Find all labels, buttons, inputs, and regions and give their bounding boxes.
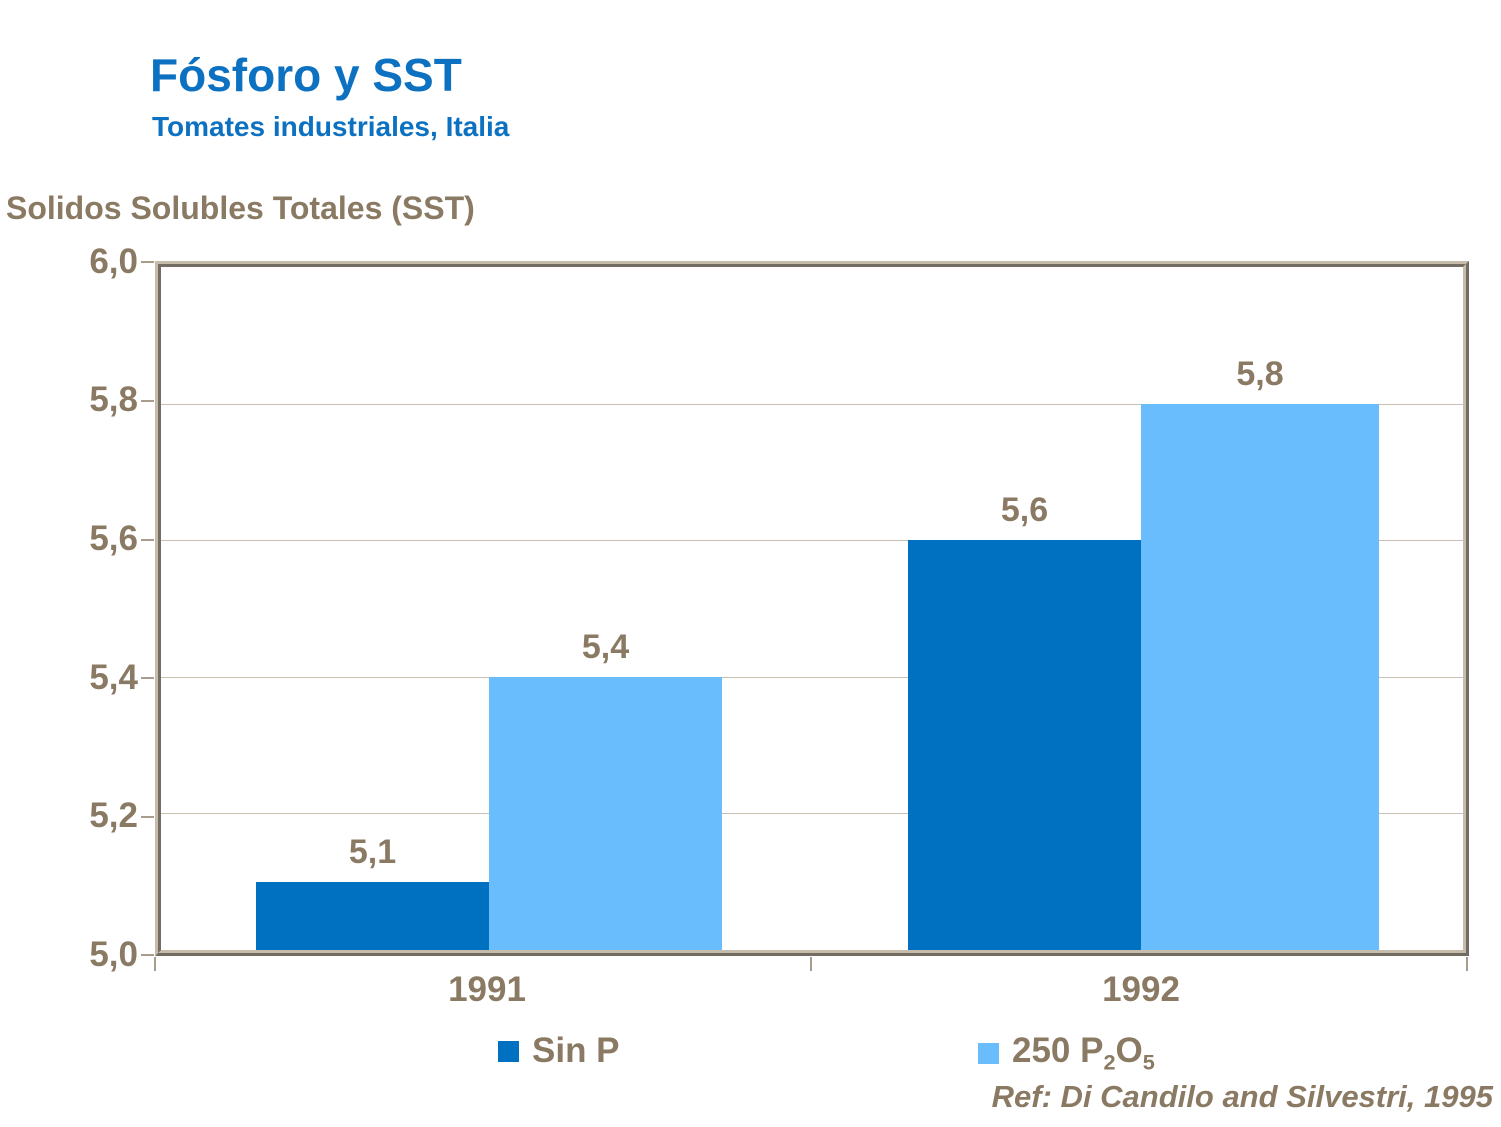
plot-area: 5,1 5,4 5,6 5,8 <box>155 261 1469 956</box>
reference-citation: Ref: Di Candilo and Silvestri, 1995 <box>991 1079 1493 1114</box>
y-tick-mark <box>141 677 154 679</box>
y-tick-label-5-4: 5,4 <box>89 658 138 697</box>
y-tick-label-6-0: 6,0 <box>89 242 138 281</box>
x-tick-mark <box>154 957 156 971</box>
x-tick-mark <box>1466 957 1468 971</box>
bar-sin-p-1991: 5,1 <box>256 833 489 950</box>
y-tick-mark <box>141 539 154 541</box>
bar-value-label: 5,1 <box>348 832 397 871</box>
bar-250-p2o5-1991: 5,4 <box>489 628 722 950</box>
x-category-label-1991: 1991 <box>448 970 526 1009</box>
gridline <box>161 676 1463 678</box>
legend-label-sin-p: Sin P <box>532 1031 620 1070</box>
legend-swatch-sin-p <box>498 1040 519 1062</box>
x-tick-mark <box>810 957 812 971</box>
legend-item-250-p2o5: 250 P2O5 <box>978 1031 1155 1076</box>
x-category-label-1992: 1992 <box>1102 970 1180 1009</box>
bar-sin-p-1992: 5,6 <box>908 491 1141 950</box>
chart-title: Fósforo y SST <box>150 49 462 101</box>
y-tick-label-5-6: 5,6 <box>89 519 138 558</box>
legend-label-250-p2o5: 250 P2O5 <box>1012 1031 1155 1075</box>
bar-value-label: 5,6 <box>1000 491 1049 530</box>
legend-item-sin-p: Sin P <box>498 1031 620 1071</box>
bar-250-p2o5-1992: 5,8 <box>1141 355 1379 950</box>
legend-swatch-250-p2o5 <box>978 1042 999 1064</box>
gridline <box>161 813 1463 815</box>
y-tick-mark <box>141 816 154 818</box>
gridline <box>161 403 1463 405</box>
y-tick-mark <box>141 954 154 956</box>
y-tick-mark <box>141 261 154 263</box>
gridline <box>161 540 1463 542</box>
bar-value-label: 5,4 <box>581 627 630 666</box>
y-axis-title: Solidos Solubles Totales (SST) <box>6 190 475 226</box>
y-tick-label-5-2: 5,2 <box>89 796 138 835</box>
y-tick-label-5-0: 5,0 <box>89 935 138 974</box>
chart-subtitle: Tomates industriales, Italia <box>152 111 510 142</box>
y-tick-label-5-8: 5,8 <box>89 380 138 419</box>
bar-value-label: 5,8 <box>1236 354 1284 393</box>
y-tick-mark <box>141 400 154 402</box>
